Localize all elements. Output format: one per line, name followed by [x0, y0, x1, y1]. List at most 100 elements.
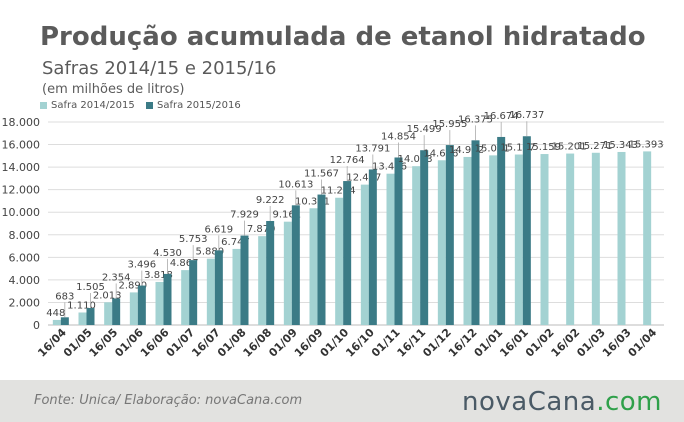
bar-2014 — [309, 208, 318, 325]
data-label-2014: 4.867 — [170, 258, 199, 269]
data-label-2014: 2.013 — [93, 290, 122, 301]
data-label-2014: 7.879 — [247, 224, 276, 235]
bar-2014 — [540, 154, 549, 325]
source-note: Fonte: Unica/ Elaboração: novaCana.com — [34, 393, 303, 408]
legend-item-2014: Safra 2014/2015 — [40, 100, 135, 111]
data-label-2015: 3.496 — [128, 260, 157, 271]
bar-2015 — [112, 298, 121, 325]
data-label-2014: 15.117 — [500, 143, 535, 154]
data-label-2014: 14.083 — [398, 154, 433, 165]
data-label-2015: 16.674 — [484, 111, 519, 122]
data-label-2014: 448 — [46, 308, 65, 319]
y-tick-label: 0 — [33, 319, 40, 332]
chart-title: Produção acumulada de etanol hidratado — [40, 22, 646, 52]
bar-2014 — [566, 153, 575, 325]
bar-2014 — [335, 197, 344, 325]
x-tick-label: 01/04 — [626, 326, 660, 360]
y-tick-label: 10.000 — [2, 206, 41, 219]
bar-chart: 0 2.000 4.000 6.000 8.000 10.000 12.000 14.000 1… — [2, 110, 664, 360]
data-label-2015: 1.505 — [76, 282, 105, 293]
data-label-2014: 15.393 — [629, 139, 664, 150]
bar-2014 — [617, 151, 626, 325]
legend-label-2014: Safra 2014/2015 — [51, 100, 135, 111]
y-tick-label: 2.000 — [9, 296, 41, 309]
data-label-2014: 15.041 — [475, 143, 510, 154]
y-tick-label: 18.000 — [2, 116, 41, 129]
bar-2014 — [643, 151, 652, 325]
data-label-2014: 15.271 — [577, 141, 612, 152]
data-label-2015: 14.854 — [381, 131, 416, 142]
bar-2015 — [214, 250, 223, 325]
bar-2014 — [206, 258, 215, 325]
bar-2015 — [86, 308, 95, 325]
y-tick-label: 12.000 — [2, 184, 41, 197]
data-label-2014: 15.201 — [552, 142, 587, 153]
data-label-2015: 4.530 — [153, 248, 182, 259]
data-label-2014: 14.902 — [449, 145, 484, 156]
bar-2014 — [591, 152, 600, 325]
chart-subtitle: Safras 2014/15 e 2015/16 — [42, 58, 277, 79]
bar-2015 — [343, 181, 352, 325]
brand-part2: .com — [596, 387, 662, 417]
legend-swatch-2015 — [146, 102, 153, 109]
bar-2014 — [489, 155, 498, 325]
bar-2015 — [317, 194, 326, 325]
data-label-2015: 9.222 — [256, 195, 285, 206]
bar-2014 — [232, 248, 241, 325]
data-label-2014: 13.416 — [372, 162, 407, 173]
data-label-2015: 6.619 — [205, 224, 234, 235]
y-tick-label: 6.000 — [9, 251, 41, 264]
data-label-2014: 15.343 — [603, 140, 638, 151]
bar-2014 — [78, 312, 87, 325]
data-label-2014: 2.890 — [119, 280, 148, 291]
bar-2014 — [129, 292, 138, 325]
bar-2014 — [514, 154, 523, 325]
data-label-2014: 1.110 — [67, 300, 96, 311]
data-label-2015: 683 — [55, 291, 74, 302]
bar-2014 — [52, 319, 61, 325]
bar-2015 — [266, 220, 275, 325]
bar-2015 — [445, 145, 454, 325]
data-label-2015: 16.375 — [458, 114, 493, 125]
bar-2015 — [394, 157, 403, 325]
bar-2014 — [412, 166, 421, 325]
data-label-2015: 7.929 — [230, 210, 259, 221]
brand-logo: novaCana.com — [462, 387, 662, 417]
data-label-2015: 5.753 — [179, 234, 208, 245]
bar-2015 — [471, 140, 480, 325]
bar-2014 — [258, 236, 267, 325]
bar-2014 — [155, 281, 164, 325]
bar-2015 — [163, 273, 172, 325]
data-label-2015: 2.354 — [102, 272, 131, 283]
bar-2014 — [386, 173, 395, 325]
bar-2015 — [291, 205, 300, 325]
legend-label-2015: Safra 2015/2016 — [157, 100, 241, 111]
bar-2014 — [437, 160, 446, 325]
data-label-2015: 13.791 — [355, 143, 390, 154]
data-label-2014: 10.351 — [295, 196, 330, 207]
bar-2015 — [368, 169, 377, 325]
data-label-2015: 15.955 — [432, 119, 467, 130]
data-label-2014: 5.880 — [196, 247, 225, 258]
bar-2015 — [522, 136, 531, 325]
brand-part1: novaCana — [462, 387, 597, 417]
y-tick-label: 8.000 — [9, 229, 41, 242]
data-label-2014: 6.747 — [221, 237, 250, 248]
data-label-2014: 9.161 — [273, 210, 302, 221]
bar-2014 — [181, 270, 190, 325]
data-label-2014: 12.447 — [346, 173, 381, 184]
bar-2015 — [137, 285, 146, 325]
data-label-2014: 11.284 — [321, 186, 356, 197]
bar-2015 — [189, 260, 198, 325]
data-label-2014: 3.818 — [144, 270, 173, 281]
data-label-2015: 11.567 — [304, 169, 339, 180]
bar-2014 — [463, 156, 472, 325]
y-tick-label: 4.000 — [9, 274, 41, 287]
bar-2014 — [104, 302, 113, 325]
bar-2015 — [497, 136, 506, 325]
legend-swatch-2014 — [40, 102, 47, 109]
legend-item-2015: Safra 2015/2016 — [146, 100, 241, 111]
bar-2014 — [283, 221, 292, 325]
data-label-2015: 15.499 — [407, 124, 442, 135]
data-label-2014: 14.606 — [423, 148, 458, 159]
